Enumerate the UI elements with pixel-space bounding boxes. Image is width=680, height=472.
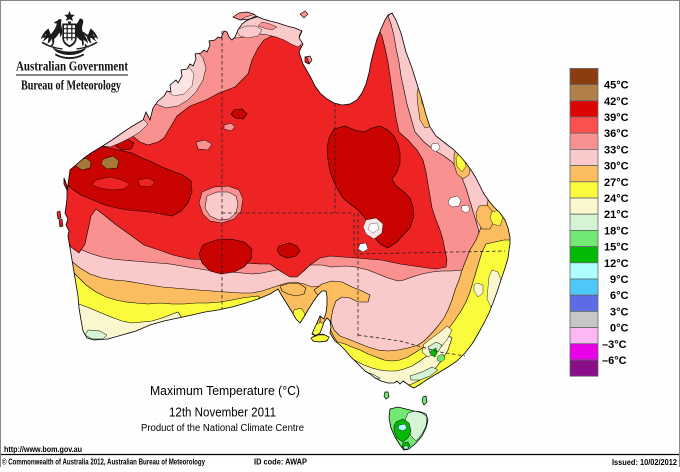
svg-text:Australian Government: Australian Government xyxy=(16,59,128,74)
svg-text:http://www.bom.gov.au: http://www.bom.gov.au xyxy=(4,445,82,454)
svg-text:–6°C: –6°C xyxy=(602,355,627,367)
svg-text:–3°C: –3°C xyxy=(602,339,627,351)
svg-text:12°C: 12°C xyxy=(604,258,629,270)
svg-text:42°C: 42°C xyxy=(604,96,629,108)
svg-text:12th November 2011: 12th November 2011 xyxy=(169,405,276,420)
svg-text:0°C: 0°C xyxy=(610,323,629,335)
svg-text:Product of the National Climat: Product of the National Climate Centre xyxy=(141,423,304,434)
svg-text:Issued: 10/02/2012: Issued: 10/02/2012 xyxy=(612,458,677,467)
svg-text:© Commonwealth of Australia 20: © Commonwealth of Australia 2012, Austra… xyxy=(2,458,205,467)
svg-text:15°C: 15°C xyxy=(604,242,629,254)
svg-text:3°C: 3°C xyxy=(610,306,629,318)
svg-text:36°C: 36°C xyxy=(604,128,629,140)
svg-text:24°C: 24°C xyxy=(604,193,629,205)
svg-text:ID code: AWAP: ID code: AWAP xyxy=(254,458,308,467)
svg-text:39°C: 39°C xyxy=(604,112,629,124)
svg-text:21°C: 21°C xyxy=(604,209,629,221)
svg-text:33°C: 33°C xyxy=(604,144,629,156)
svg-text:30°C: 30°C xyxy=(604,161,629,173)
svg-text:6°C: 6°C xyxy=(610,290,629,302)
svg-text:27°C: 27°C xyxy=(604,177,629,189)
svg-text:18°C: 18°C xyxy=(604,225,629,237)
svg-text:Bureau of Meteorology: Bureau of Meteorology xyxy=(21,78,121,93)
svg-text:9°C: 9°C xyxy=(610,274,629,286)
svg-text:Maximum Temperature (°C): Maximum Temperature (°C) xyxy=(150,384,300,398)
svg-text:45°C: 45°C xyxy=(604,80,629,92)
